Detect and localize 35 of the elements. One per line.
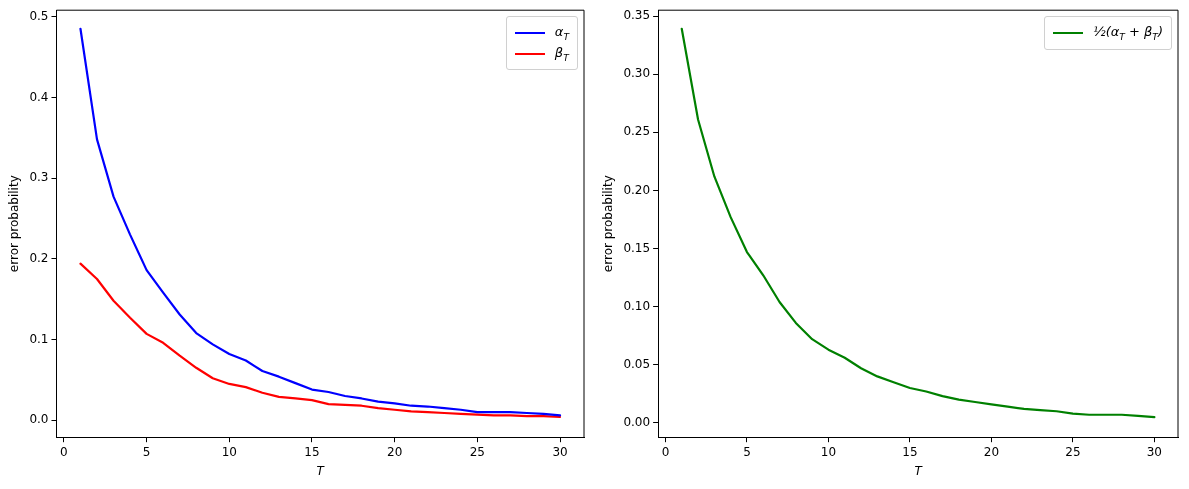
- x-axis-title: T: [316, 463, 326, 478]
- y-tick-label: 0.30: [623, 66, 651, 81]
- x-tick-label: 15: [304, 444, 320, 459]
- legend-label: β$_{T}$: [554, 44, 569, 63]
- x-tick-label: 15: [902, 444, 918, 459]
- x-tick-label: 20: [387, 444, 403, 459]
- x-tick-label: 5: [142, 444, 151, 459]
- y-tick-label: 0.00: [623, 415, 651, 430]
- x-tick-label: 10: [820, 444, 837, 459]
- x-tick-label: 0: [60, 444, 68, 459]
- y-tick-label: 0.20: [623, 182, 651, 197]
- x-tick-label: 0: [661, 444, 670, 459]
- x-tick-label: 5: [743, 444, 751, 459]
- y-tick-label: 0.35: [623, 8, 651, 23]
- y-tick-label: 0.25: [623, 124, 651, 139]
- y-tick-label: 0.2: [29, 250, 49, 265]
- x-tick-label: 10: [221, 444, 237, 459]
- x-tick-label: 25: [1065, 444, 1081, 459]
- y-tick-label: 0.15: [623, 240, 651, 255]
- legend-label: α$_{T}$: [554, 24, 569, 42]
- y-tick-label: 0.1: [29, 331, 49, 346]
- y-tick-label: 0.4: [29, 89, 49, 104]
- x-tick-label: 25: [469, 444, 485, 459]
- legend-label: ½(α$_{T}$ + β$_{T}$): [1093, 24, 1163, 42]
- x-tick-label: 30: [1146, 444, 1163, 459]
- x-tick-label: 30: [552, 444, 568, 459]
- y-tick-label: 0.05: [623, 356, 651, 371]
- x-axis-title: T: [914, 463, 924, 478]
- x-tick-label: 20: [983, 444, 1000, 459]
- y-tick-label: 0.5: [29, 8, 49, 23]
- y-axis-title: error probability: [601, 175, 616, 273]
- y-tick-label: 0.10: [623, 298, 651, 313]
- y-tick-label: 0.3: [29, 170, 49, 185]
- y-axis-title: error probability: [7, 175, 22, 273]
- y-tick-label: 0.0: [29, 412, 49, 427]
